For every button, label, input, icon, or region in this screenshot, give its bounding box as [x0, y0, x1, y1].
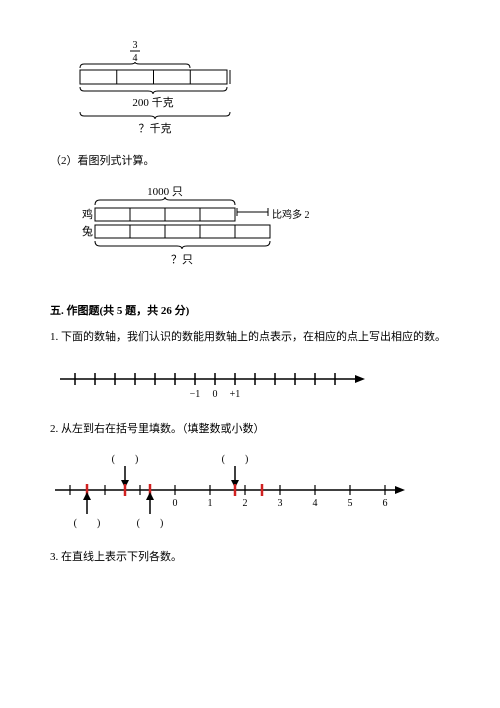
nl1-pos1: +1: [230, 389, 241, 400]
numberline-2: ( ) ( ) 0: [50, 450, 450, 530]
d2-q: ？只: [171, 254, 193, 266]
diagram-weight: 3 4 200 千克 ？千克: [50, 40, 450, 135]
t2: 2: [243, 498, 248, 509]
fraction-num: 3: [133, 40, 138, 51]
nl1-zero: 0: [213, 389, 218, 400]
t5: 5: [348, 498, 353, 509]
diagram-chicken-rabbit: 1000 只 鸡 比鸡多 25% 兔 ？只: [50, 185, 450, 280]
weight-200: 200 千克: [132, 96, 173, 109]
q5-1: 1. 下面的数轴，我们认识的数能用数轴上的点表示，在相应的点上写出相应的数。: [50, 328, 450, 348]
t1: 1: [208, 498, 213, 509]
q2-prompt: （2）看图列式计算。: [50, 153, 450, 171]
paren-top-1: ( ): [112, 454, 139, 465]
nl1-neg1: −1: [190, 389, 201, 400]
d2-rabbit: 兔: [82, 224, 93, 238]
t6: 6: [383, 498, 388, 509]
paren-top-2: ( ): [222, 454, 249, 465]
q5-2: 2. 从左到右在括号里填数。（填整数或小数）: [50, 420, 450, 440]
d2-more: 比鸡多 25%: [272, 208, 310, 221]
d2-chicken: 鸡: [82, 207, 93, 221]
d2-top: 1000 只: [147, 186, 183, 198]
t4: 4: [313, 498, 318, 509]
numberline-1: −1 0 +1: [50, 357, 450, 402]
t3: 3: [278, 498, 283, 509]
paren-bot-1: ( ): [74, 518, 101, 529]
weight-q: ？千克: [139, 122, 172, 135]
section-5-header: 五. 作图题(共 5 题，共 26 分): [50, 302, 450, 318]
q5-3: 3. 在直线上表示下列各数。: [50, 548, 450, 568]
t0: 0: [173, 498, 178, 509]
paren-bot-2: ( ): [137, 518, 164, 529]
